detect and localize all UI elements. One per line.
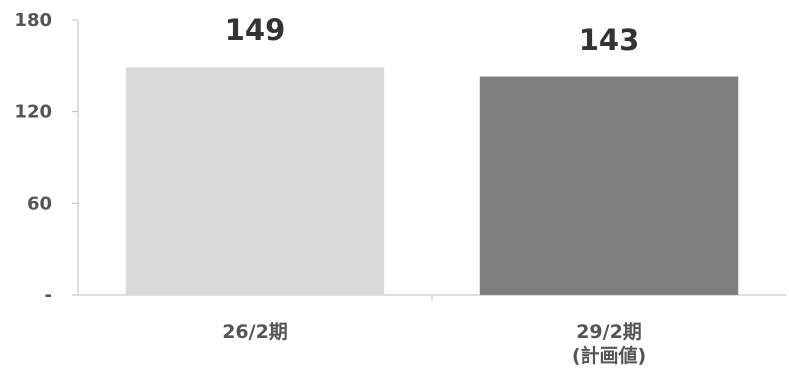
data-labels: 149 143 [225, 13, 640, 57]
bars [125, 67, 739, 296]
category-label: 29/2期 [576, 321, 642, 343]
y-tick-label: - [45, 285, 52, 306]
x-axis [78, 294, 786, 301]
bar [479, 76, 739, 296]
bar [125, 67, 385, 295]
y-axis: - 60 120 180 [14, 10, 79, 306]
category-labels: 26/2期 29/2期(計画値) [222, 321, 646, 367]
y-tick-label: 60 [27, 193, 52, 214]
category-label: 26/2期 [222, 321, 288, 343]
data-label: 149 [225, 13, 286, 47]
y-tick-label: 120 [14, 102, 52, 123]
category-label: (計画値) [572, 344, 646, 367]
data-label: 143 [579, 23, 640, 57]
y-tick-label: 180 [14, 10, 52, 31]
